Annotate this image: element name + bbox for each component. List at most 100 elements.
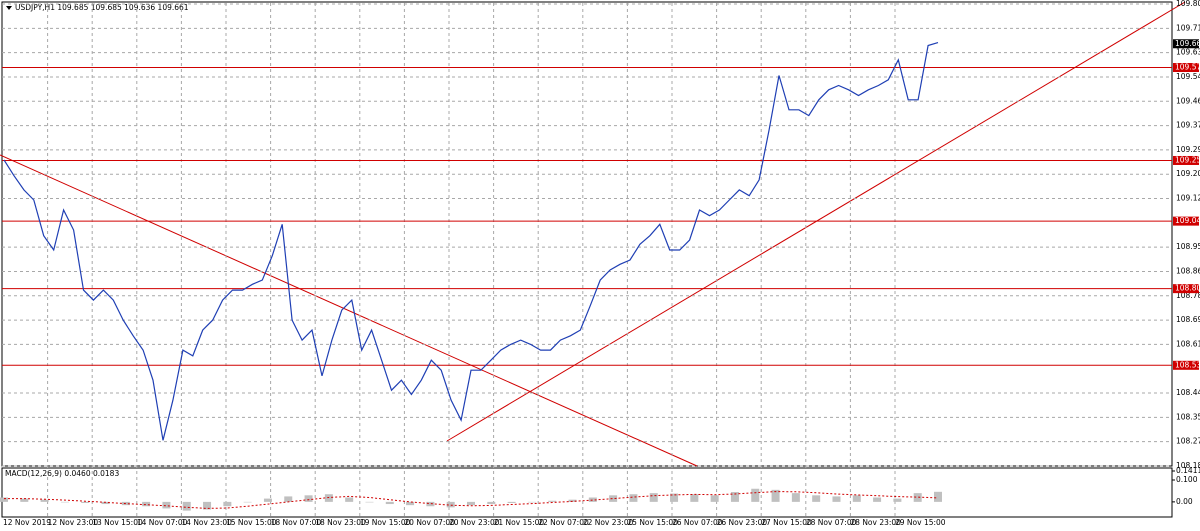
x-tick-label: 12 Nov 23:00 [48, 518, 99, 527]
y-tick-label: 109.800 [1176, 0, 1200, 8]
macd-bar [812, 495, 821, 502]
macd-bar [670, 493, 679, 502]
macd-bar [203, 501, 212, 510]
macd-bar [142, 501, 151, 507]
y-tick-label: 108.695 [1176, 315, 1200, 324]
macd-bar [649, 493, 658, 502]
y-tick-label: 0.100 [1176, 475, 1198, 484]
x-tick-label: 29 Nov 15:00 [895, 518, 946, 527]
x-tick-label: 28 Nov 07:00 [806, 518, 857, 527]
macd-bar [304, 495, 313, 502]
macd-bar [101, 501, 110, 505]
macd-bar [751, 488, 760, 502]
macd-bar [913, 493, 922, 502]
x-tick-label: 18 Nov 07:00 [271, 518, 322, 527]
macd-bar [771, 489, 780, 502]
level-label-box [1173, 360, 1199, 370]
x-tick-label: 15 Nov 15:00 [226, 518, 277, 527]
last-price-box [1173, 39, 1199, 49]
trendline [0, 154, 698, 467]
x-tick-label: 28 Nov 23:00 [850, 518, 901, 527]
menu-arrow[interactable] [6, 6, 12, 10]
level-label-box [1173, 216, 1199, 226]
x-tick-label: 12 Nov 2019 [3, 518, 51, 527]
level-label-box [1173, 155, 1199, 165]
y-tick-label: 108.950 [1176, 242, 1200, 251]
macd-bar [568, 499, 577, 502]
chart-title: USDJPY,H1 109.685 109.685 109.636 109.66… [15, 3, 189, 12]
macd-bar [324, 494, 333, 502]
macd-bar [446, 501, 455, 508]
macd-bar [284, 496, 293, 502]
x-tick-label: 26 Nov 23:00 [717, 518, 768, 527]
macd-bar [487, 501, 496, 505]
x-tick-label: 27 Nov 15:00 [761, 518, 812, 527]
macd-panel [1, 467, 1173, 518]
macd-bar [548, 500, 557, 502]
macd-bar [527, 501, 536, 503]
y-tick-label: 108.865 [1176, 266, 1200, 275]
x-tick-label: 20 Nov 23:00 [449, 518, 500, 527]
macd-bar [60, 501, 69, 503]
x-tick-label: 14 Nov 07:00 [137, 518, 188, 527]
last-price-label: 109.661 [1175, 39, 1200, 48]
macd-bar [934, 491, 942, 502]
macd-bar [588, 497, 597, 502]
macd-bar [426, 501, 435, 507]
x-tick-label: 18 Nov 23:00 [315, 518, 366, 527]
x-tick-label: 19 Nov 15:00 [360, 518, 411, 527]
y-tick-label: 109.375 [1176, 121, 1200, 130]
y-tick-label: 109.545 [1176, 72, 1200, 81]
y-tick-label: 108.270 [1176, 437, 1200, 446]
macd-bar [852, 495, 861, 502]
macd-bar [467, 501, 475, 506]
macd-bar [507, 501, 516, 503]
signal-line [4, 491, 939, 509]
x-tick-label: 13 Nov 15:00 [92, 518, 143, 527]
y-tick-label: 108.355 [1176, 412, 1200, 421]
macd-bar [365, 501, 374, 503]
macd-bar [223, 501, 232, 507]
y-tick-label: 109.715 [1176, 23, 1200, 32]
macd-bar [345, 497, 354, 502]
x-tick-label: 14 Nov 23:00 [181, 518, 232, 527]
macd-bar [730, 492, 739, 502]
y-tick-label: 108.440 [1176, 388, 1200, 397]
y-tick-label: 109.290 [1176, 145, 1200, 154]
macd-bar [873, 497, 882, 502]
y-tick-label: 109.460 [1176, 96, 1200, 105]
y-tick-label: 109.205 [1176, 169, 1200, 178]
macd-bar [609, 495, 618, 502]
level-label: 108.537 [1175, 360, 1200, 369]
macd-bar [182, 501, 191, 511]
macd-title: MACD(12,26,9) 0.0460 0.0183 [5, 469, 119, 478]
level-label-box [1173, 63, 1199, 73]
y-tick-label: 0.1411 [1176, 466, 1200, 475]
macd-bar [243, 501, 252, 503]
y-tick-label: 0.00 [1176, 497, 1193, 506]
macd-bar [629, 494, 638, 502]
level-label: 109.578 [1175, 63, 1200, 72]
price-panel [1, 1, 1173, 467]
y-tick-label: 108.610 [1176, 339, 1200, 348]
level-label: 109.041 [1175, 216, 1200, 225]
y-tick-label: 109.120 [1176, 194, 1200, 203]
macd-bar [406, 501, 415, 506]
macd-bar [162, 501, 171, 509]
macd-bar [263, 498, 272, 502]
x-tick-label: 21 Nov 15:00 [494, 518, 545, 527]
level-label-box [1173, 284, 1199, 294]
macd-bar [0, 497, 8, 502]
y-tick-label: 108.185 [1176, 461, 1200, 470]
y-tick-label: 108.780 [1176, 291, 1200, 300]
x-tick-label: 26 Nov 07:00 [672, 518, 723, 527]
x-tick-label: 22 Nov 07:00 [538, 518, 589, 527]
macd-bar [20, 498, 29, 502]
macd-bar [893, 498, 902, 502]
macd-bar [791, 493, 800, 502]
x-tick-label: 25 Nov 15:00 [627, 518, 678, 527]
macd-bar [40, 499, 49, 502]
price-line [3, 42, 939, 441]
level-label: 108.805 [1175, 284, 1200, 293]
